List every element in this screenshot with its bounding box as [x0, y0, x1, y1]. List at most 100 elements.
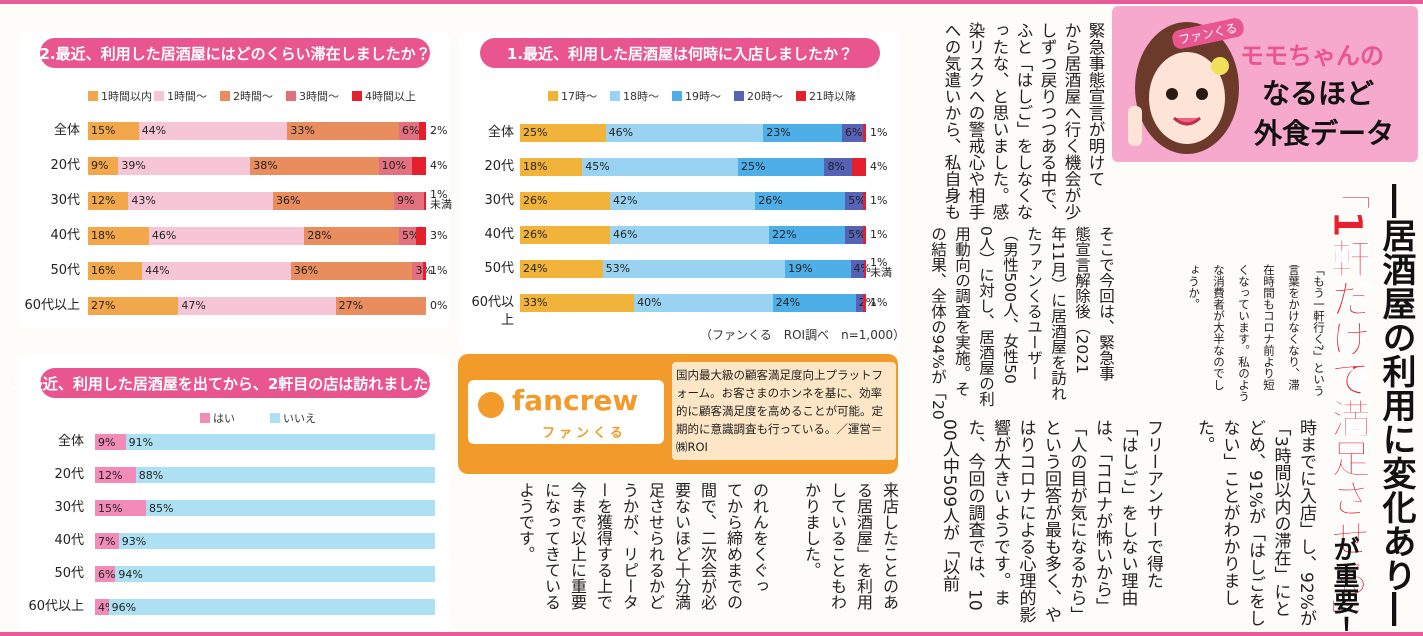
legend-swatch [352, 91, 362, 101]
value-label: 1% [430, 264, 448, 277]
legend-swatch [734, 91, 744, 101]
value-label: 23% [766, 126, 791, 139]
chart-panel [18, 32, 450, 328]
bar-segment [250, 157, 379, 175]
value-label: 7% [98, 535, 116, 548]
bar-segment [95, 434, 126, 450]
value-label: 28% [307, 229, 332, 242]
bar-segment [335, 297, 426, 315]
value-label: 94% [118, 568, 143, 581]
legend-swatch [610, 91, 620, 101]
legend-item: いいえ [270, 410, 316, 426]
legend-label: はい [213, 412, 235, 425]
bar-segment [520, 158, 583, 176]
bar-segment [415, 227, 426, 245]
legend-swatch [796, 91, 806, 101]
value-label: 1%未満 [870, 256, 892, 279]
bar-segment [108, 599, 435, 615]
article-column: そこで今回は、緊急事 [1097, 226, 1115, 381]
article-column: ふと「はしご」をしなくな [1014, 22, 1033, 220]
legend-label: いいえ [283, 412, 316, 425]
value-label: 18% [523, 160, 548, 173]
bar-segment [398, 122, 420, 140]
legend-swatch [88, 91, 98, 101]
value-label: 12% [98, 469, 123, 482]
value-label: 9% [91, 159, 109, 172]
article-column: た。 [1194, 419, 1214, 453]
category-label: 40代 [50, 228, 80, 243]
legend-label: 1時間～ [167, 90, 207, 103]
bar-segment [842, 124, 863, 142]
bar-segment [88, 157, 119, 175]
bar-segment [862, 192, 866, 210]
bar-segment [602, 260, 786, 278]
value-label: 4% [853, 262, 871, 275]
value-label: 5% [401, 229, 420, 242]
value-label: 3% [430, 229, 448, 242]
ad-logo: fancrew [512, 384, 639, 417]
bar-segment [128, 192, 273, 210]
article-column: な消費者が大半なのでし [1212, 264, 1226, 391]
article-column: していることもわ [828, 482, 847, 610]
value-label: 25% [523, 126, 548, 139]
article-column: 00人中509人が「以前 [939, 419, 959, 593]
value-label: 1% [870, 296, 888, 309]
article-column: かりました。 [802, 482, 821, 578]
header-line: なるほど [1262, 77, 1375, 110]
value-label: 85% [149, 502, 174, 515]
header-line: モモちゃんの [1240, 42, 1384, 70]
value-label: 39% [121, 159, 146, 172]
bar-segment [634, 294, 773, 312]
bar-segment [272, 192, 395, 210]
value-label: 33% [290, 124, 315, 137]
article-column: 時までに入店」し、92%が [1296, 419, 1316, 627]
value-label: 10% [381, 159, 407, 172]
article-column: ったな、と思いました。感 [990, 22, 1009, 220]
value-label: 42% [612, 194, 638, 207]
legend-item: 17時～ [548, 88, 597, 104]
category-label: 40代 [484, 227, 514, 242]
value-label: 26% [523, 194, 548, 207]
chart-panel [18, 354, 450, 632]
category-label: 全体 [53, 123, 80, 138]
value-label: 6% [98, 568, 116, 581]
bar-segment [88, 122, 139, 140]
value-label: 2% [858, 296, 877, 309]
value-label: 0% [430, 299, 448, 312]
article-column: しずつ戻りつつある中で、 [1038, 22, 1057, 220]
value-label: 27% [338, 299, 364, 312]
value-label: 93% [121, 535, 147, 548]
bar-segment [520, 294, 635, 312]
article-column: 来店したことのあ [880, 482, 899, 610]
legend-item: 4時間以上 [352, 88, 416, 104]
bar-segment [88, 227, 149, 245]
legend-swatch [200, 413, 210, 423]
legend-item: 1時間～ [154, 88, 207, 104]
bar-segment [178, 297, 336, 315]
value-label: 40% [637, 296, 662, 309]
value-label: 1% [870, 126, 888, 139]
bar-segment [287, 122, 399, 140]
article-column: 要ないほど十分満 [672, 482, 691, 610]
bar-segment [118, 533, 435, 549]
article-column: 用動向の調査を実施。そ [953, 226, 971, 397]
value-label: 1% [870, 194, 888, 207]
article-column: 「3時間以内の滞在」にと [1270, 419, 1291, 617]
legend-label: 3時間～ [299, 90, 339, 103]
value-label: 38% [253, 159, 278, 172]
article-column: は、「コロナが怖いから」 [1092, 419, 1112, 615]
value-label: 5% [848, 194, 866, 207]
article-column: への気遣いから、私自身も [942, 22, 961, 220]
bar-segment [424, 192, 426, 210]
bar-segment [394, 192, 425, 210]
article-column: 「はしご」をしない理由 [1117, 419, 1138, 606]
category-label: 60代以上 [28, 599, 84, 614]
bar-segment [142, 262, 291, 280]
article-column: （男性500人、女性50 [1001, 226, 1019, 384]
value-label: 8% [827, 160, 845, 173]
bar-segment [755, 192, 846, 210]
value-label: 44% [141, 124, 167, 137]
article-column: 響が大きいようです。ま [990, 419, 1010, 606]
value-label: 19% [788, 262, 813, 275]
article-block: 緊急事態宣言が明けて から居酒屋へ行く機会が少 しずつ戻りつつある中で、 ふと「はしご… [935, 22, 1107, 222]
